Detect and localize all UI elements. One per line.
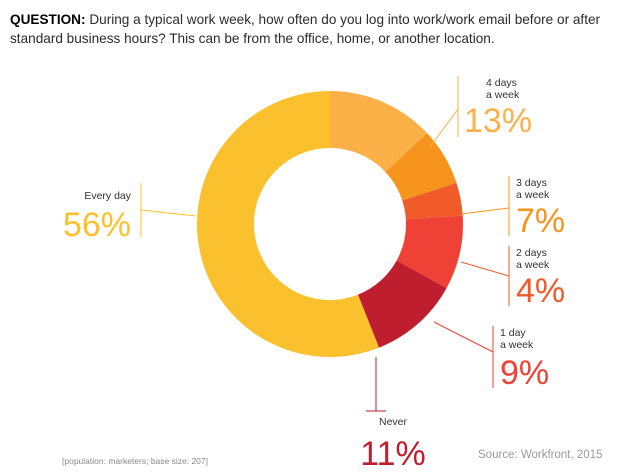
slice-name-4-days-a-week: 4 days a week — [486, 77, 520, 101]
question-label: QUESTION: — [10, 12, 86, 27]
slice-name-every-day: Every day — [84, 190, 131, 202]
donut-slice-2-days-a-week — [402, 182, 463, 220]
leader-line-1-day-a-week — [433, 321, 494, 353]
slice-percent-every-day: 56% — [63, 206, 131, 244]
question-body: During a typical work week, how often do… — [10, 12, 601, 46]
slice-name-3-days-a-week: 3 days a week — [516, 177, 550, 201]
slice-name-2-days-a-week: 2 days a week — [516, 247, 550, 271]
donut-slice-3-days-a-week — [385, 132, 457, 201]
slice-percent-4-days-a-week: 13% — [464, 102, 532, 140]
donut-slice-4-days-a-week — [330, 91, 427, 172]
donut-slice-1-day-a-week — [396, 215, 464, 289]
footnote: [population: marketers; base size: 207] — [62, 456, 208, 466]
slice-name-1-day-a-week: 1 day a week — [500, 327, 534, 351]
source-credit: Source: Workfront, 2015 — [478, 449, 603, 461]
leader-line-3-days-a-week — [460, 207, 510, 215]
donut-slice-never — [357, 260, 447, 348]
donut-slice-every-day — [197, 91, 379, 357]
leader-line-every-day — [140, 209, 197, 217]
leader-line-4-days-a-week — [429, 108, 459, 148]
question-text: QUESTION: During a typical work week, ho… — [10, 10, 622, 48]
slice-percent-2-days-a-week: 4% — [516, 272, 565, 310]
slice-name-never: Never — [379, 416, 408, 428]
slice-percent-never: 11% — [360, 435, 426, 473]
slice-percent-3-days-a-week: 7% — [516, 202, 565, 240]
leader-line-2-days-a-week — [460, 261, 510, 277]
slice-percent-1-day-a-week: 9% — [500, 354, 549, 392]
